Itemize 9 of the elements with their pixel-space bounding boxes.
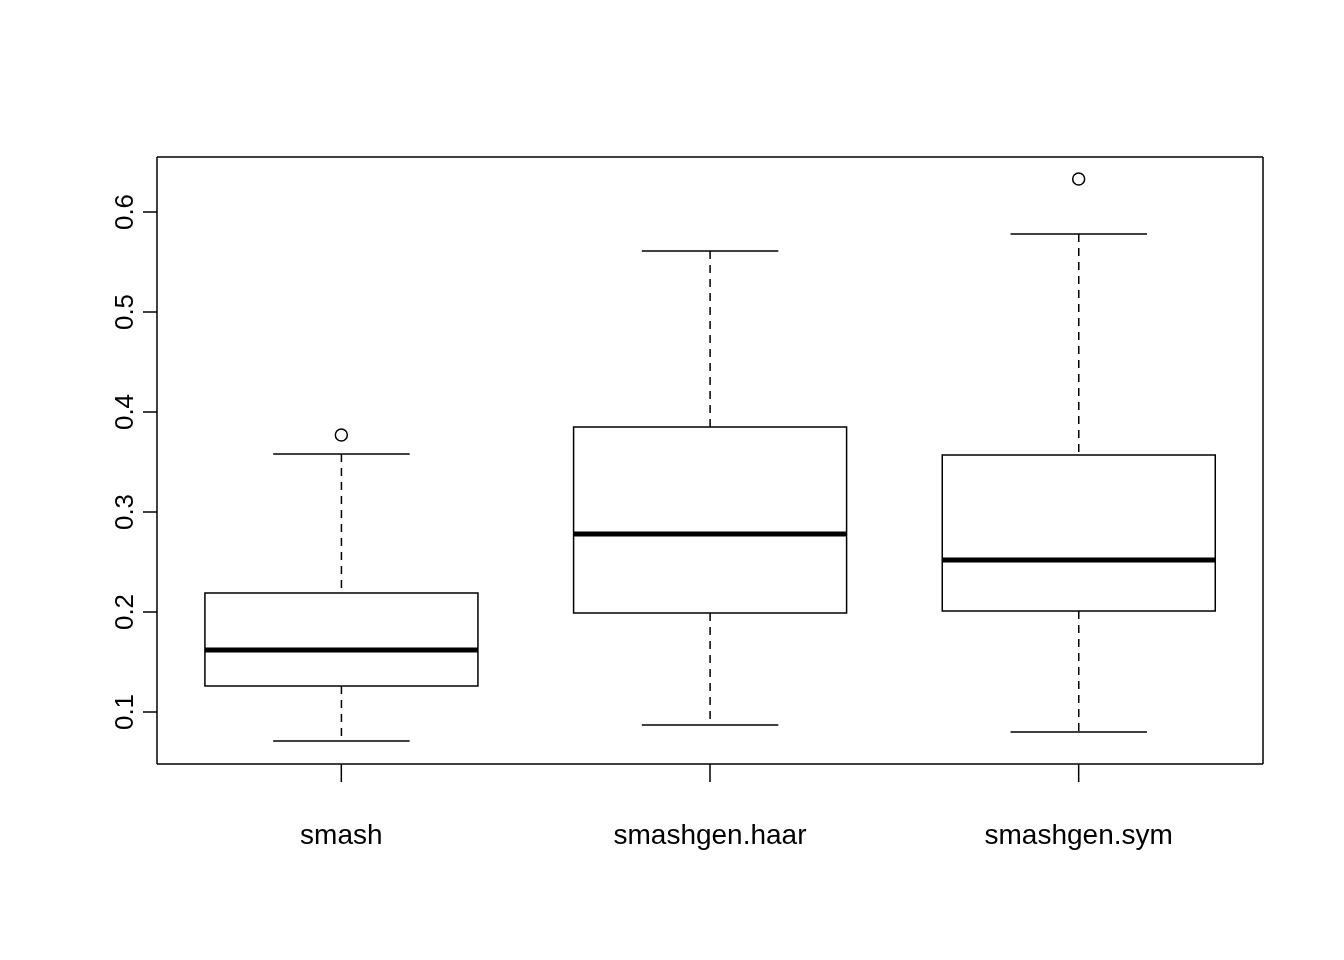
y-tick-label: 0.5 (109, 293, 139, 331)
x-tick-label: smashgen.haar (613, 818, 807, 850)
x-tick-label: smash (300, 818, 383, 850)
y-tick-label: 0.2 (109, 593, 139, 631)
y-tick-label: 0.3 (109, 493, 139, 531)
y-tick-label: 0.1 (109, 693, 139, 731)
y-tick-label: 0.4 (109, 393, 139, 431)
x-tick-label: smashgen.sym (984, 818, 1173, 850)
y-tick-label: 0.6 (109, 193, 139, 231)
